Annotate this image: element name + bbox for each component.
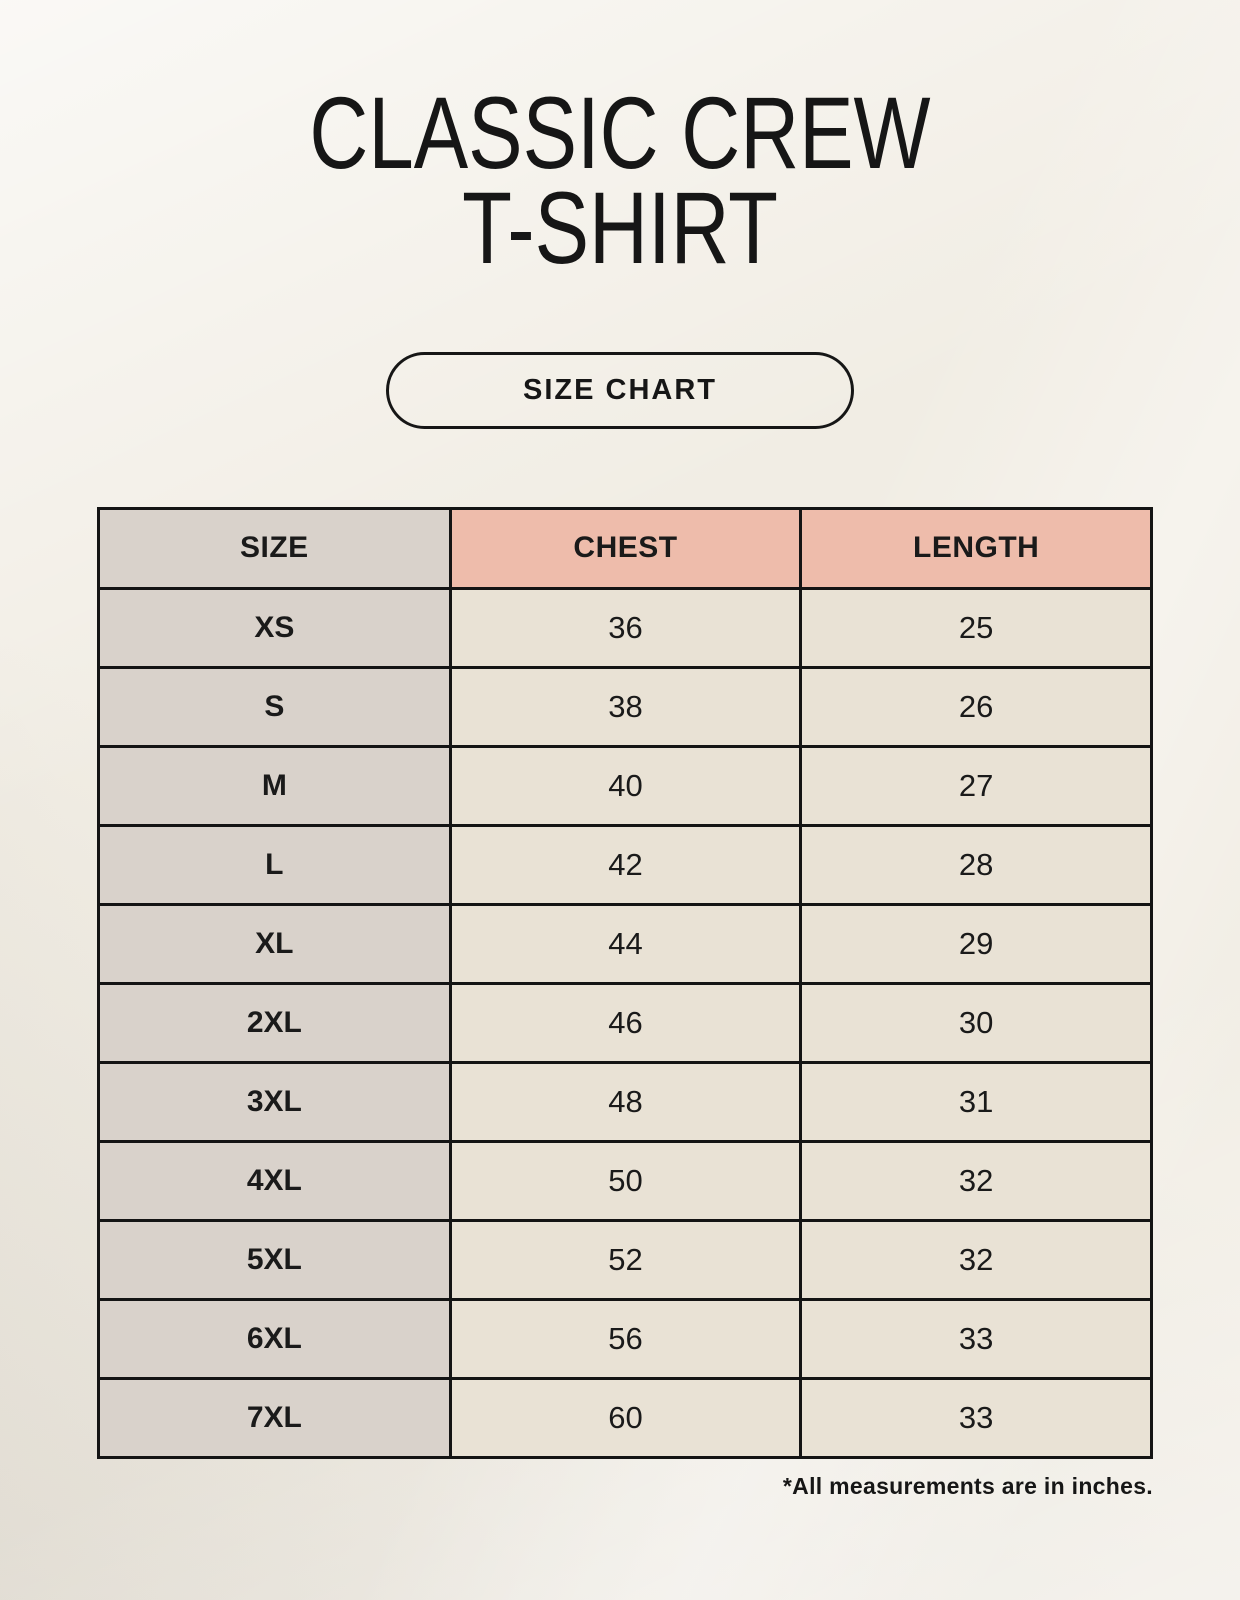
size-cell: L <box>97 823 452 906</box>
length-cell: 32 <box>799 1139 1153 1222</box>
length-cell: 27 <box>799 744 1153 827</box>
chest-cell: 40 <box>448 744 803 827</box>
chest-cell: 36 <box>448 586 803 669</box>
length-cell: 32 <box>799 1218 1153 1301</box>
size-cell: 7XL <box>97 1376 452 1459</box>
table-row: S 38 26 <box>97 665 1153 748</box>
table-row: L 42 28 <box>97 823 1153 906</box>
page-title: CLASSIC CREW T-SHIRT <box>124 0 1116 279</box>
size-cell: 4XL <box>97 1139 452 1222</box>
size-cell: 5XL <box>97 1218 452 1301</box>
chest-cell: 38 <box>448 665 803 748</box>
size-chart-button[interactable]: SIZE CHART <box>386 351 854 429</box>
length-cell: 33 <box>799 1376 1153 1459</box>
table-row: 3XL 48 31 <box>97 1060 1153 1143</box>
measurements-note: *All measurements are in inches. <box>782 1472 1153 1499</box>
size-cell: M <box>97 744 452 827</box>
header-chest: CHEST <box>448 506 803 590</box>
size-table: SIZE CHEST LENGTH XS 36 25 S 38 26 M <box>97 506 1153 1459</box>
length-cell: 31 <box>799 1060 1153 1143</box>
table-row: 7XL 60 33 <box>97 1376 1153 1459</box>
table-header-row: SIZE CHEST LENGTH <box>97 506 1153 590</box>
length-cell: 25 <box>799 586 1153 669</box>
length-cell: 29 <box>799 902 1153 985</box>
chest-cell: 52 <box>448 1218 803 1301</box>
length-cell: 30 <box>799 981 1153 1064</box>
size-cell: XS <box>97 586 452 669</box>
title-line-1: CLASSIC CREW <box>309 76 931 190</box>
size-cell: 2XL <box>97 981 452 1064</box>
chest-cell: 48 <box>448 1060 803 1143</box>
header-length: LENGTH <box>799 506 1153 590</box>
size-cell: XL <box>97 902 452 985</box>
chest-cell: 56 <box>448 1297 803 1380</box>
chest-cell: 60 <box>448 1376 803 1459</box>
table-row: 2XL 46 30 <box>97 981 1153 1064</box>
table-row: XL 44 29 <box>97 902 1153 985</box>
chest-cell: 46 <box>448 981 803 1064</box>
table-row: XS 36 25 <box>97 586 1153 669</box>
header-size: SIZE <box>97 506 452 590</box>
table-row: 5XL 52 32 <box>97 1218 1153 1301</box>
title-line-2: T-SHIRT <box>462 170 778 285</box>
size-cell: 3XL <box>97 1060 452 1143</box>
size-cell: S <box>97 665 452 748</box>
chest-cell: 50 <box>448 1139 803 1222</box>
length-cell: 28 <box>799 823 1153 906</box>
chest-cell: 44 <box>448 902 803 985</box>
table-row: M 40 27 <box>97 744 1153 827</box>
length-cell: 26 <box>799 665 1153 748</box>
length-cell: 33 <box>799 1297 1153 1380</box>
table-row: 6XL 56 33 <box>97 1297 1153 1380</box>
chest-cell: 42 <box>448 823 803 906</box>
size-cell: 6XL <box>97 1297 452 1380</box>
table-row: 4XL 50 32 <box>97 1139 1153 1222</box>
